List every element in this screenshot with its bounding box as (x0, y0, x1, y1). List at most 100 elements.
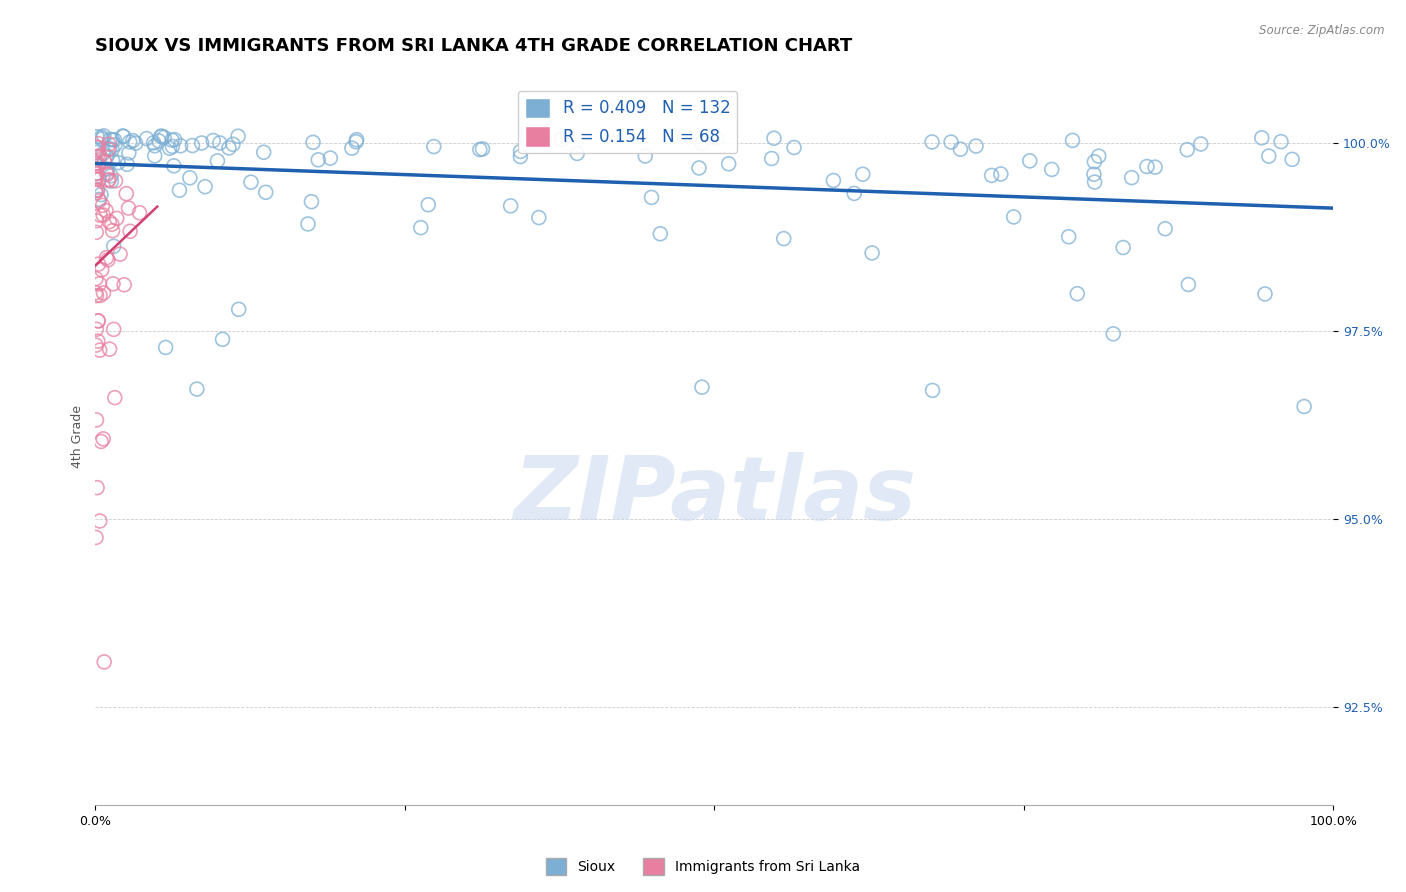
Point (1084, 175, 1107, 189)
Point (163, 133, 186, 147)
Point (93, 655, 115, 669)
Point (706, 131, 728, 145)
Point (100, 174, 122, 188)
Point (226, 129, 249, 144)
Point (1175, 143, 1198, 157)
Point (84, 271, 107, 285)
Point (186, 382, 208, 396)
Point (149, 129, 172, 144)
Point (86, 183, 108, 197)
Point (90, 434, 112, 449)
Point (96, 166, 118, 180)
Point (650, 227, 672, 241)
Point (471, 142, 494, 156)
Point (980, 169, 1002, 183)
Point (208, 136, 231, 150)
Point (86, 149, 108, 163)
Point (949, 142, 972, 156)
Point (1083, 167, 1105, 181)
Point (939, 135, 962, 149)
Point (1250, 131, 1272, 145)
Point (499, 199, 522, 213)
Point (179, 170, 201, 185)
Point (990, 167, 1012, 181)
Point (90, 132, 112, 146)
Point (84, 169, 107, 184)
Point (1062, 133, 1084, 147)
Point (84, 186, 107, 200)
Point (87, 314, 110, 328)
Point (91, 146, 114, 161)
Point (1144, 160, 1167, 174)
Point (1066, 286, 1088, 301)
Point (86, 167, 108, 181)
Point (89, 172, 111, 186)
Point (86, 481, 108, 495)
Point (634, 149, 657, 163)
Legend: R = 0.409   N = 132, R = 0.154   N = 68: R = 0.409 N = 132, R = 0.154 N = 68 (517, 91, 737, 153)
Point (1002, 210, 1025, 224)
Point (96, 251, 118, 265)
Point (124, 136, 146, 150)
Point (86, 213, 108, 227)
Point (153, 130, 176, 145)
Point (90, 130, 112, 145)
Point (222, 137, 245, 152)
Point (1087, 149, 1109, 163)
Point (89, 514, 111, 528)
Point (169, 138, 191, 153)
Point (91, 208, 114, 222)
Point (253, 145, 276, 160)
Point (97, 252, 120, 267)
Point (84, 172, 107, 186)
Point (87, 156, 110, 170)
Point (344, 135, 367, 149)
Point (120, 224, 142, 238)
Point (527, 211, 550, 225)
Point (103, 133, 125, 147)
Point (155, 341, 177, 355)
Point (103, 239, 125, 253)
Point (117, 201, 139, 215)
Point (86, 413, 108, 427)
Point (97, 137, 120, 152)
Point (1040, 162, 1063, 177)
Point (1270, 135, 1292, 149)
Point (89, 194, 111, 208)
Point (302, 136, 325, 150)
Point (128, 206, 150, 220)
Point (135, 131, 157, 145)
Point (921, 384, 943, 398)
Point (418, 197, 440, 211)
Point (965, 139, 987, 153)
Point (118, 145, 141, 160)
Point (101, 217, 124, 231)
Point (112, 129, 135, 144)
Point (84, 139, 107, 153)
Point (509, 150, 531, 164)
Point (111, 128, 134, 143)
Point (93, 154, 115, 169)
Point (84, 225, 107, 239)
Point (301, 194, 323, 209)
Point (921, 135, 943, 149)
Point (108, 247, 131, 261)
Point (1294, 400, 1316, 414)
Point (1083, 154, 1105, 169)
Point (98, 342, 121, 356)
Point (1018, 153, 1040, 168)
Point (160, 133, 183, 147)
Point (115, 157, 138, 171)
Point (87, 158, 110, 172)
Point (228, 302, 250, 317)
Point (423, 139, 446, 153)
Point (101, 277, 124, 291)
Point (1254, 287, 1277, 301)
Point (181, 138, 204, 153)
Point (87, 257, 110, 271)
Point (98, 214, 121, 228)
Point (202, 134, 225, 148)
Point (690, 380, 713, 394)
Point (762, 131, 785, 145)
Point (163, 159, 186, 173)
